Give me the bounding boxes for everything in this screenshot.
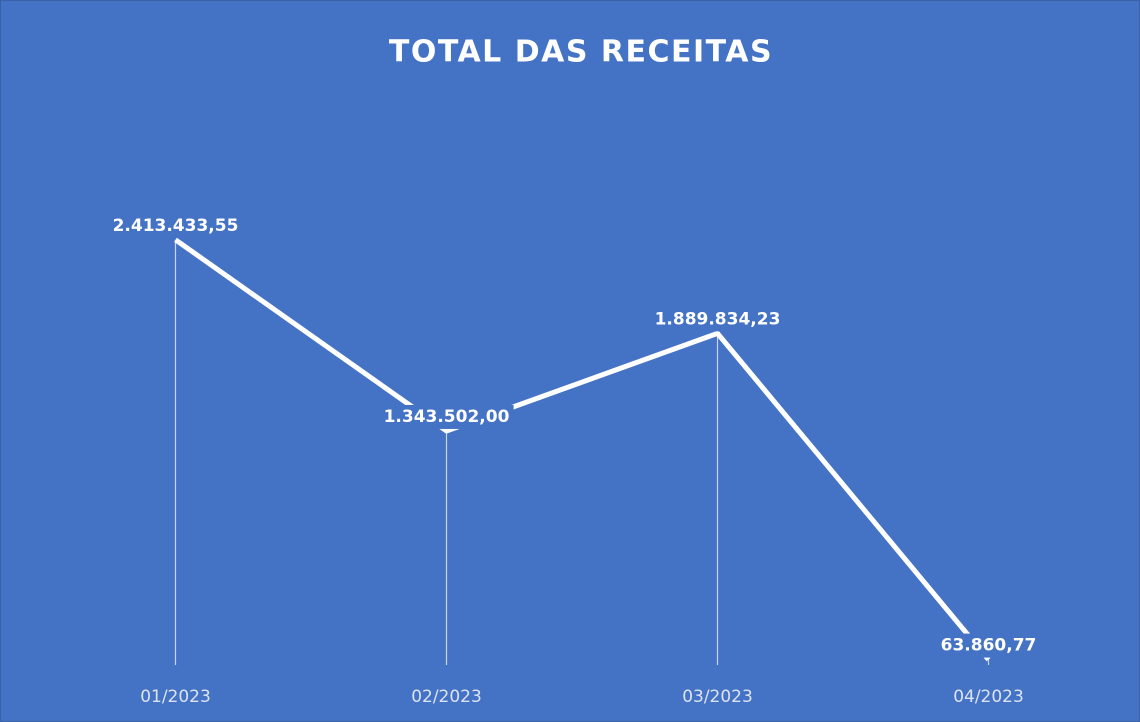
data-label: 63.860,77 <box>941 636 1037 656</box>
x-tick-label: 01/2023 <box>140 687 211 707</box>
chart-title: TOTAL DAS RECEITAS <box>389 35 773 70</box>
data-label: 1.343.502,00 <box>384 407 510 427</box>
x-tick-label: 04/2023 <box>953 687 1024 707</box>
data-label-background <box>108 213 243 238</box>
data-label-background <box>650 307 785 332</box>
data-label-background <box>379 404 514 429</box>
x-tick-label: 02/2023 <box>411 687 482 707</box>
data-label-background <box>936 633 1041 658</box>
x-tick-label: 03/2023 <box>682 687 753 707</box>
data-line <box>174 237 991 662</box>
data-label: 1.889.834,23 <box>655 309 781 329</box>
data-label: 2.413.433,55 <box>113 216 239 236</box>
